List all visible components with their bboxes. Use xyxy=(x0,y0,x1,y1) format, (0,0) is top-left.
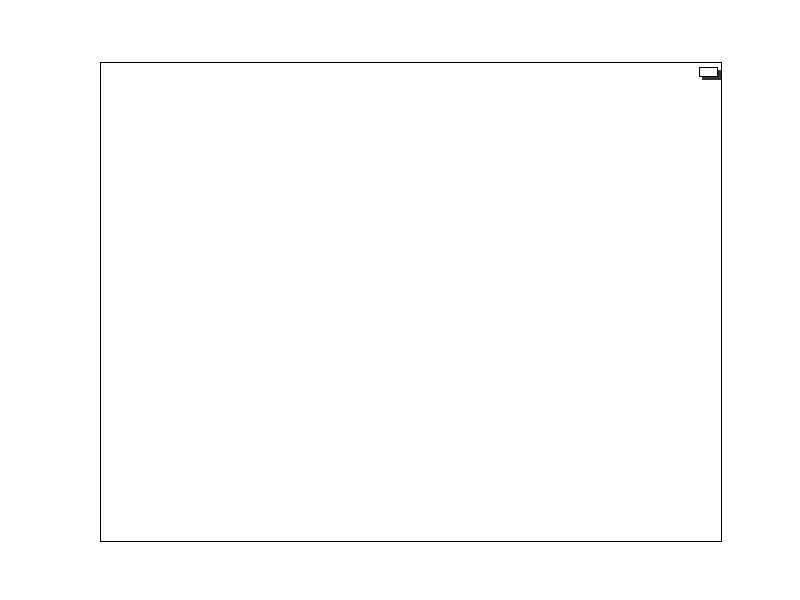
plot-area xyxy=(100,62,722,542)
y-axis-label xyxy=(22,222,42,382)
legend xyxy=(699,67,718,77)
